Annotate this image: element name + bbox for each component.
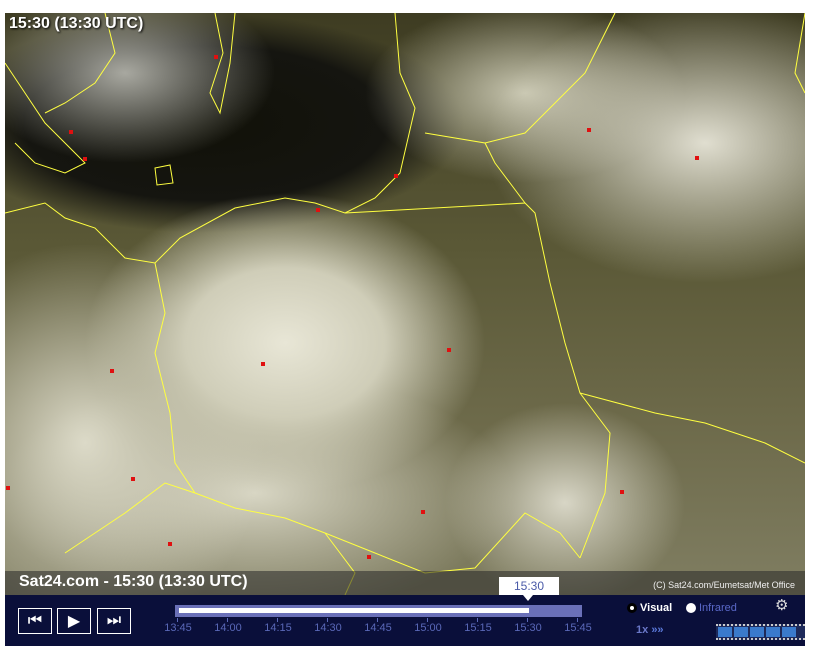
infrared-radio[interactable]: Infrared [686, 602, 737, 614]
playback-controls: ⏮ ▶ ⏭ 13:45 14:00 14:15 14:30 14:45 15:00 15:1… [5, 595, 805, 646]
frame-strip[interactable] [716, 624, 805, 640]
last-frame-button[interactable]: ⏭ [97, 608, 131, 634]
fast-forward-icon: »» [651, 624, 664, 636]
city-marker [316, 208, 320, 212]
visual-radio[interactable]: Visual [627, 602, 672, 614]
frame-cell[interactable] [782, 627, 796, 637]
speed-label: 1x [636, 624, 649, 636]
frame-cell[interactable] [750, 627, 764, 637]
satellite-viewer: 15:30 (13:30 UTC) Sat24.com - 15:30 (13:… [5, 13, 805, 646]
belarus-ukraine-border [579, 392, 805, 464]
city-marker [620, 490, 624, 494]
denmark-coast [5, 62, 86, 174]
first-frame-button[interactable]: ⏮ [18, 608, 52, 634]
skip-forward-icon: ⏭ [106, 612, 122, 629]
city-marker [367, 555, 371, 559]
city-marker [83, 157, 87, 161]
city-marker [261, 362, 265, 366]
caption-bar: Sat24.com - 15:30 (13:30 UTC) (C) Sat24.… [5, 571, 805, 595]
satellite-map[interactable]: 15:30 (13:30 UTC) Sat24.com - 15:30 (13:… [5, 13, 805, 595]
frame-cell[interactable] [718, 627, 732, 637]
radio-selected-icon [627, 603, 637, 613]
time-overlay: 15:30 (13:30 UTC) [9, 15, 144, 32]
infrared-label: Infrared [699, 602, 737, 614]
gears-icon[interactable]: ⚙ [775, 597, 789, 614]
lithuania-border [484, 13, 616, 144]
city-marker [214, 55, 218, 59]
play-button[interactable]: ▶ [57, 608, 91, 634]
copyright: (C) Sat24.com/Eumetsat/Met Office [653, 580, 795, 590]
timeline-progress [179, 608, 529, 613]
timeline-tick: 15:45 [558, 618, 598, 634]
skip-back-icon: ⏮ [27, 612, 43, 629]
speed-control[interactable]: 1x »» [636, 624, 664, 636]
caption-title: Sat24.com - 15:30 (13:30 UTC) [19, 573, 248, 590]
current-time-bubble: 15:30 [499, 577, 559, 601]
city-marker [587, 128, 591, 132]
timeline-tick: 15:00 [408, 618, 448, 634]
frame-cell[interactable] [766, 627, 780, 637]
city-marker [695, 156, 699, 160]
gotland [209, 13, 236, 115]
city-marker [69, 130, 73, 134]
poland-border-west [154, 262, 196, 494]
sweden-coast [44, 13, 116, 114]
play-icon: ▶ [67, 613, 81, 630]
bornholm [154, 164, 174, 186]
poland-border-east [524, 202, 611, 559]
city-marker [447, 348, 451, 352]
timeline-tick: 13:45 [158, 618, 198, 634]
czech-border [64, 482, 196, 554]
timeline-tick: 15:15 [458, 618, 498, 634]
city-marker [394, 174, 398, 178]
city-markers [6, 55, 699, 559]
borders-overlay [5, 13, 805, 595]
city-marker [421, 510, 425, 514]
radio-unselected-icon [686, 603, 696, 613]
latvia-coast [794, 13, 805, 94]
poland-border-south [194, 492, 581, 574]
baltic-coastline [5, 13, 416, 264]
timeline-tick: 14:30 [308, 618, 348, 634]
city-marker [110, 369, 114, 373]
city-marker [131, 477, 135, 481]
frame-cell[interactable] [734, 627, 748, 637]
timeline-tick: 15:30 [508, 618, 548, 634]
timeline-tick: 14:15 [258, 618, 298, 634]
visual-label: Visual [640, 602, 673, 614]
timeline-tick: 14:45 [358, 618, 398, 634]
timeline-slider[interactable] [175, 605, 582, 617]
city-marker [6, 486, 10, 490]
kaliningrad-border [344, 132, 526, 214]
city-marker [168, 542, 172, 546]
timeline-tick: 14:00 [208, 618, 248, 634]
